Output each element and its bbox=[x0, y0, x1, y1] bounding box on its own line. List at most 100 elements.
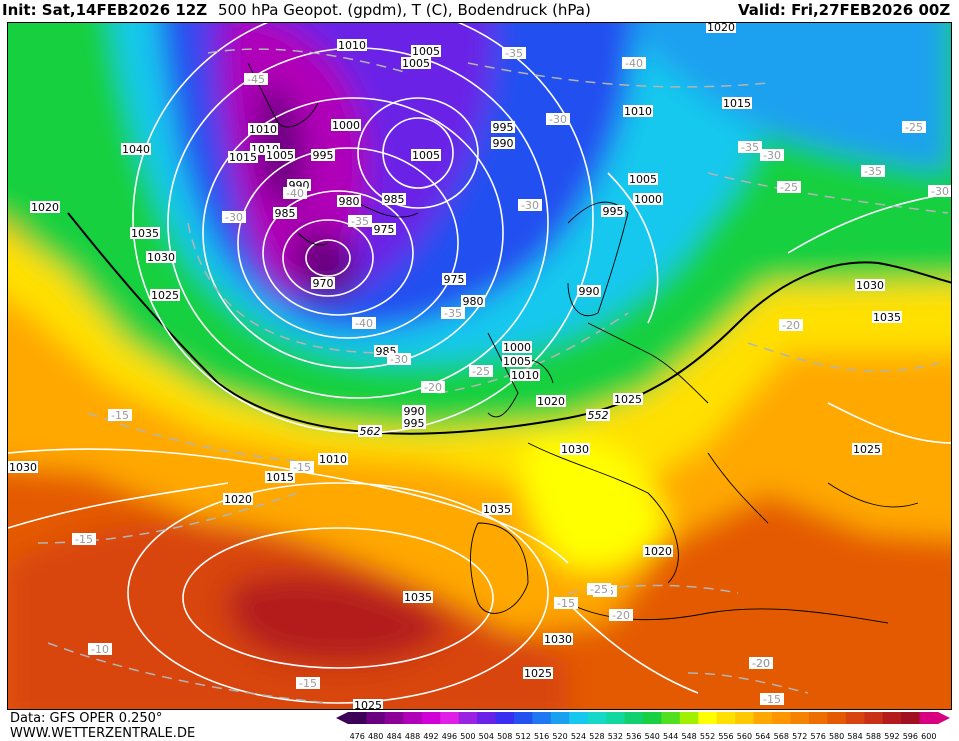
temperature-label: -25 bbox=[469, 365, 493, 378]
pressure-label: 990 bbox=[491, 137, 515, 150]
pressure-label: 1030 bbox=[543, 633, 573, 646]
geopotential-label: 552 bbox=[586, 409, 610, 422]
svg-text:990: 990 bbox=[579, 285, 600, 298]
svg-text:1025: 1025 bbox=[614, 393, 642, 406]
svg-text:985: 985 bbox=[275, 207, 296, 220]
valid-time: Valid: Fri,27FEB2026 00Z bbox=[738, 1, 951, 19]
legend-tick-label: 552 bbox=[700, 732, 715, 741]
svg-text:1000: 1000 bbox=[332, 119, 360, 132]
svg-text:-10: -10 bbox=[91, 643, 109, 656]
pressure-label: 1035 bbox=[482, 503, 512, 516]
svg-text:1005: 1005 bbox=[503, 355, 531, 368]
svg-text:-15: -15 bbox=[293, 461, 311, 474]
pressure-label: 1020 bbox=[643, 545, 673, 558]
svg-text:970: 970 bbox=[313, 277, 334, 290]
temperature-label: -20 bbox=[421, 381, 445, 394]
svg-text:1015: 1015 bbox=[723, 97, 751, 110]
legend-swatch bbox=[735, 712, 755, 724]
legend-tick-label: 596 bbox=[903, 732, 918, 741]
svg-text:975: 975 bbox=[444, 273, 465, 286]
svg-text:-30: -30 bbox=[763, 149, 781, 162]
temperature-label: -20 bbox=[609, 609, 633, 622]
svg-text:1025: 1025 bbox=[853, 443, 881, 456]
pressure-label: 970 bbox=[311, 277, 335, 290]
geopotential-552-line bbox=[67, 212, 951, 435]
temperature-label: -35 bbox=[502, 47, 526, 60]
legend-tick-label: 544 bbox=[663, 732, 678, 741]
svg-text:1015: 1015 bbox=[266, 471, 294, 484]
legend-swatch bbox=[919, 712, 939, 724]
svg-text:-40: -40 bbox=[625, 57, 643, 70]
svg-text:-40: -40 bbox=[286, 187, 304, 200]
temperature-label: -20 bbox=[749, 657, 773, 670]
legend-swatch bbox=[845, 712, 865, 724]
pressure-label: 1005 bbox=[502, 355, 532, 368]
temperature-label: -15 bbox=[760, 693, 784, 706]
pressure-label: 1010 bbox=[623, 105, 653, 118]
website-link[interactable]: WWW.WETTERZENTRALE.DE bbox=[10, 726, 196, 741]
pressure-label: 985 bbox=[273, 207, 297, 220]
temperature-label: -40 bbox=[352, 317, 376, 330]
legend-tick-label: 520 bbox=[552, 732, 567, 741]
legend-swatch bbox=[513, 712, 533, 724]
pressure-label: 1000 bbox=[502, 341, 532, 354]
svg-text:-30: -30 bbox=[931, 185, 949, 198]
svg-text:-35: -35 bbox=[864, 165, 882, 178]
svg-text:-25: -25 bbox=[472, 365, 490, 378]
legend-tick-label: 560 bbox=[737, 732, 752, 741]
legend-tick-label: 480 bbox=[368, 732, 383, 741]
svg-text:-30: -30 bbox=[521, 199, 539, 212]
pressure-label: 1030 bbox=[855, 279, 885, 292]
svg-text:1010: 1010 bbox=[319, 453, 347, 466]
svg-text:1025: 1025 bbox=[151, 289, 179, 302]
pressure-label: 1015 bbox=[265, 471, 295, 484]
temperature-label: -40 bbox=[622, 57, 646, 70]
temperature-label: -30 bbox=[928, 185, 951, 198]
svg-text:562: 562 bbox=[360, 425, 381, 438]
svg-text:-25: -25 bbox=[590, 583, 608, 596]
svg-text:980: 980 bbox=[463, 295, 484, 308]
legend-swatch bbox=[403, 712, 423, 724]
temperature-label: -30 bbox=[546, 113, 570, 126]
map-area[interactable]: 1010 1005 1005 1000 1010 1010 1015 1005 … bbox=[7, 22, 952, 710]
svg-text:1025: 1025 bbox=[524, 667, 552, 680]
svg-text:-35: -35 bbox=[351, 215, 369, 228]
pressure-label: 985 bbox=[382, 193, 406, 206]
legend-swatch bbox=[384, 712, 404, 724]
pressure-label: 1040 bbox=[121, 143, 151, 156]
svg-text:-20: -20 bbox=[752, 657, 770, 670]
svg-text:1035: 1035 bbox=[404, 591, 432, 604]
temperature-label: -15 bbox=[108, 409, 132, 422]
legend-swatch bbox=[901, 712, 921, 724]
pressure-label: 1025 bbox=[150, 289, 180, 302]
legend-swatch bbox=[569, 712, 589, 724]
svg-text:1035: 1035 bbox=[873, 311, 901, 324]
pressure-label: 1005 bbox=[265, 149, 295, 162]
svg-text:-15: -15 bbox=[111, 409, 129, 422]
svg-text:975: 975 bbox=[374, 223, 395, 236]
pressure-label: 1015 bbox=[228, 151, 258, 164]
temperature-label: -25 bbox=[587, 583, 611, 596]
legend-arrow-left bbox=[336, 712, 348, 724]
pressure-label: 1025 bbox=[852, 443, 882, 456]
svg-text:1035: 1035 bbox=[131, 227, 159, 240]
temperature-label: -35 bbox=[861, 165, 885, 178]
pressure-label: 1005 bbox=[411, 149, 441, 162]
svg-text:-20: -20 bbox=[782, 319, 800, 332]
temperature-label: -30 bbox=[387, 353, 411, 366]
temperature-label: -10 bbox=[88, 643, 112, 656]
pressure-label: 1030 bbox=[560, 443, 590, 456]
temperature-label: -30 bbox=[760, 149, 784, 162]
pressure-label: 995 bbox=[491, 121, 515, 134]
svg-text:1000: 1000 bbox=[503, 341, 531, 354]
svg-text:1030: 1030 bbox=[147, 251, 175, 264]
svg-text:-25: -25 bbox=[905, 121, 923, 134]
svg-text:990: 990 bbox=[493, 137, 514, 150]
temperature-label: -30 bbox=[222, 211, 246, 224]
legend-swatch bbox=[366, 712, 386, 724]
legend-swatch bbox=[864, 712, 884, 724]
temperature-label: -30 bbox=[518, 199, 542, 212]
temperature-labels: -35 -40 -45 -30 -35 -30 -25 -35 -30 -30 … bbox=[72, 47, 951, 706]
data-source: Data: GFS OPER 0.250° bbox=[10, 711, 163, 726]
